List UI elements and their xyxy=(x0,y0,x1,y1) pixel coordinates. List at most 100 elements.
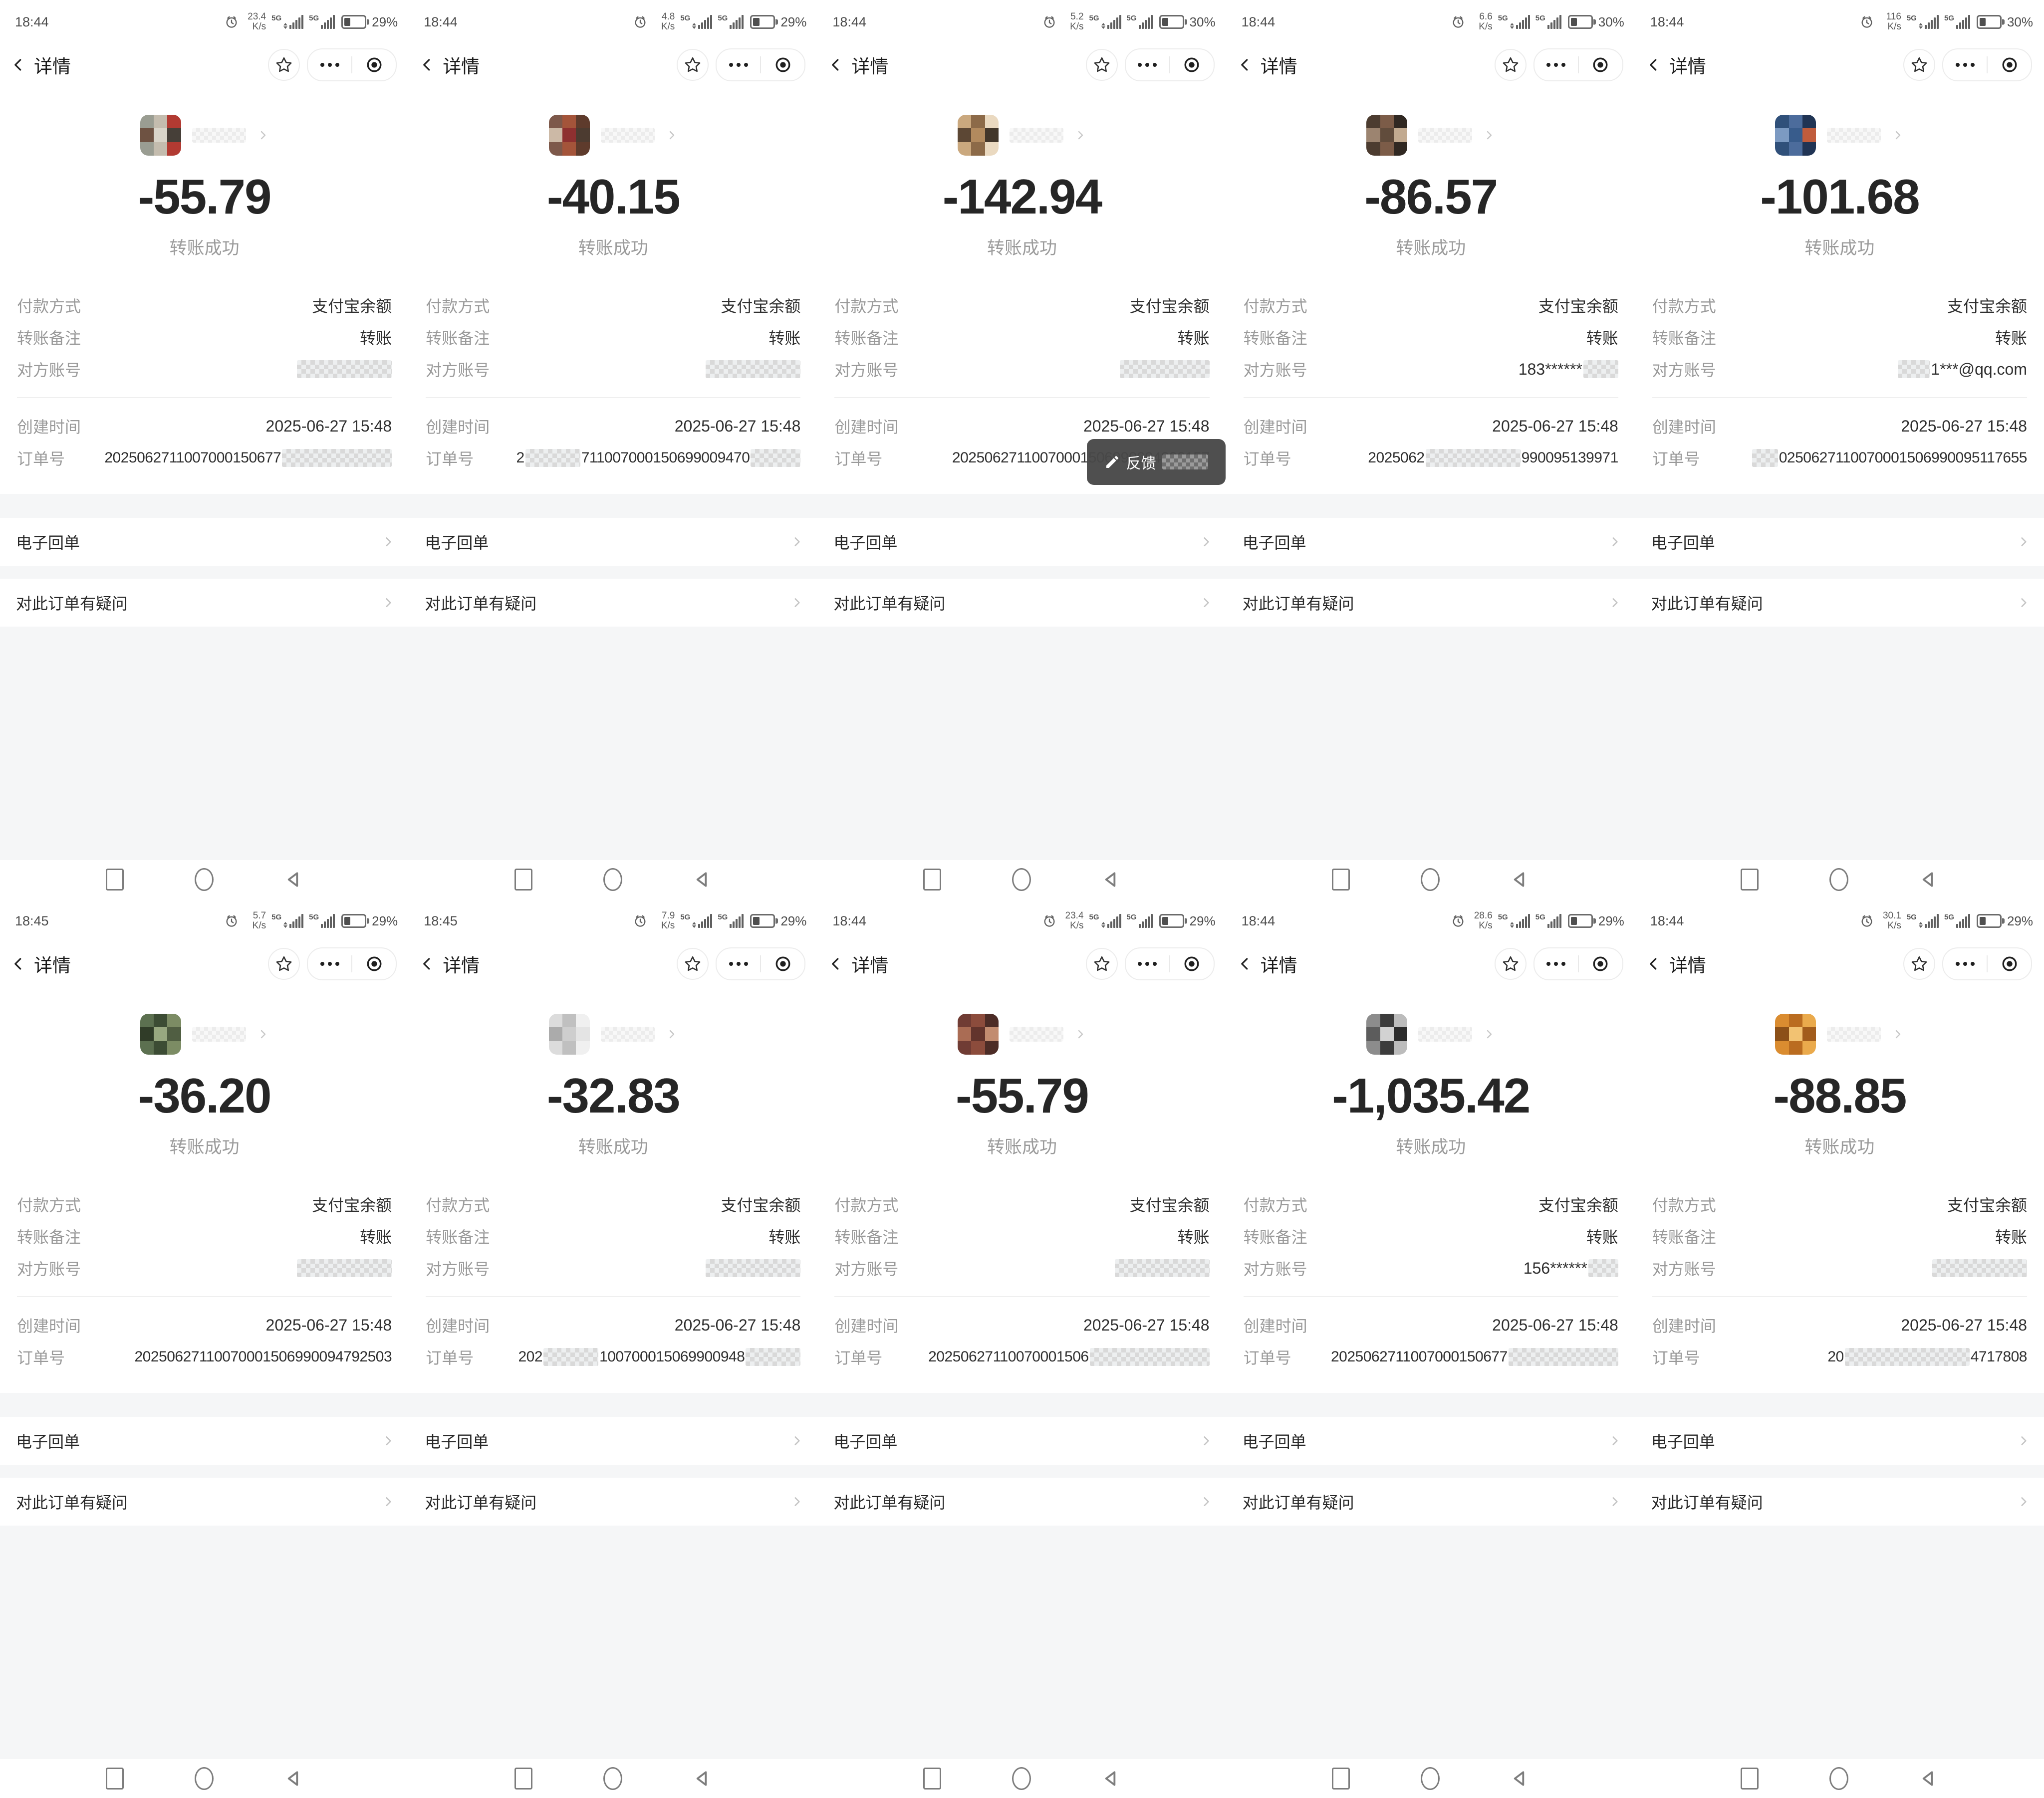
question-row[interactable]: 对此订单有疑问 xyxy=(0,1478,409,1526)
recents-button[interactable] xyxy=(1332,1768,1350,1790)
home-button[interactable] xyxy=(603,868,622,891)
android-back-button[interactable] xyxy=(1919,1769,1938,1788)
android-back-button[interactable] xyxy=(284,870,303,889)
close-miniprogram-button[interactable] xyxy=(1579,49,1622,80)
back-button[interactable]: 详情 xyxy=(11,950,71,977)
recents-button[interactable] xyxy=(514,1768,532,1790)
receipt-row[interactable]: 电子回单 xyxy=(409,518,818,566)
back-button[interactable]: 详情 xyxy=(1646,950,1706,977)
receipt-row[interactable]: 电子回单 xyxy=(1226,1417,1635,1465)
close-miniprogram-button[interactable] xyxy=(761,49,804,80)
close-miniprogram-button[interactable] xyxy=(1170,948,1214,979)
recents-button[interactable] xyxy=(105,869,124,891)
receipt-row[interactable]: 电子回单 xyxy=(1635,1417,2044,1465)
back-button[interactable]: 详情 xyxy=(1646,51,1706,78)
more-options-button[interactable] xyxy=(308,948,351,979)
favorite-button[interactable] xyxy=(268,948,300,980)
more-options-button[interactable] xyxy=(717,948,760,979)
favorite-button[interactable] xyxy=(677,49,709,81)
feedback-floating-button[interactable]: 反馈 xyxy=(1086,439,1226,485)
more-options-button[interactable] xyxy=(1534,948,1578,979)
payee-profile[interactable] xyxy=(0,115,409,156)
question-row[interactable]: 对此订单有疑问 xyxy=(1226,579,1635,627)
question-row[interactable]: 对此订单有疑问 xyxy=(1226,1478,1635,1526)
payee-profile[interactable] xyxy=(0,1014,409,1055)
close-miniprogram-button[interactable] xyxy=(1579,948,1622,979)
payee-profile[interactable] xyxy=(817,115,1226,156)
favorite-button[interactable] xyxy=(1903,49,1935,81)
favorite-button[interactable] xyxy=(1903,948,1935,980)
home-button[interactable] xyxy=(603,1767,622,1790)
recents-button[interactable] xyxy=(514,869,532,891)
more-options-button[interactable] xyxy=(1943,49,1987,80)
recents-button[interactable] xyxy=(105,1768,124,1790)
home-button[interactable] xyxy=(1421,868,1440,891)
close-miniprogram-button[interactable] xyxy=(352,948,396,979)
more-options-button[interactable] xyxy=(1126,948,1169,979)
question-row[interactable]: 对此订单有疑问 xyxy=(817,579,1227,627)
recents-button[interactable] xyxy=(1741,869,1759,891)
home-button[interactable] xyxy=(1012,1767,1031,1790)
payee-profile[interactable] xyxy=(1635,1014,2044,1055)
receipt-row[interactable]: 电子回单 xyxy=(0,518,409,566)
back-button[interactable]: 详情 xyxy=(420,950,480,977)
back-button[interactable]: 详情 xyxy=(1238,950,1297,977)
android-back-button[interactable] xyxy=(284,1769,303,1788)
back-button[interactable]: 详情 xyxy=(828,950,888,977)
favorite-button[interactable] xyxy=(1085,948,1118,980)
android-back-button[interactable] xyxy=(1511,1769,1530,1788)
android-back-button[interactable] xyxy=(693,1769,712,1788)
question-row[interactable]: 对此订单有疑问 xyxy=(1635,579,2044,627)
home-button[interactable] xyxy=(1421,1767,1440,1790)
receipt-row[interactable]: 电子回单 xyxy=(817,518,1227,566)
recents-button[interactable] xyxy=(1741,1768,1759,1790)
android-back-button[interactable] xyxy=(1102,1769,1121,1788)
home-button[interactable] xyxy=(194,868,214,891)
back-button[interactable]: 详情 xyxy=(420,51,480,78)
close-miniprogram-button[interactable] xyxy=(761,948,804,979)
question-row[interactable]: 对此订单有疑问 xyxy=(0,579,409,627)
more-options-button[interactable] xyxy=(1943,948,1987,979)
home-button[interactable] xyxy=(194,1767,214,1790)
recents-button[interactable] xyxy=(1332,869,1350,891)
home-button[interactable] xyxy=(1829,868,1849,891)
receipt-row[interactable]: 电子回单 xyxy=(0,1417,409,1465)
payee-profile[interactable] xyxy=(1635,115,2044,156)
back-button[interactable]: 详情 xyxy=(1238,51,1297,78)
close-miniprogram-button[interactable] xyxy=(352,49,396,80)
payee-profile[interactable] xyxy=(1227,115,1635,156)
payee-profile[interactable] xyxy=(817,1014,1226,1055)
payee-profile[interactable] xyxy=(1227,1014,1635,1055)
back-button[interactable]: 详情 xyxy=(828,51,888,78)
more-options-button[interactable] xyxy=(717,49,760,80)
receipt-row[interactable]: 电子回单 xyxy=(409,1417,818,1465)
favorite-button[interactable] xyxy=(1494,49,1527,81)
more-options-button[interactable] xyxy=(1126,49,1169,80)
android-back-button[interactable] xyxy=(693,870,712,889)
android-back-button[interactable] xyxy=(1511,870,1530,889)
receipt-row[interactable]: 电子回单 xyxy=(1226,518,1635,566)
android-back-button[interactable] xyxy=(1919,870,1938,889)
question-row[interactable]: 对此订单有疑问 xyxy=(1635,1478,2044,1526)
payee-profile[interactable] xyxy=(409,115,817,156)
question-row[interactable]: 对此订单有疑问 xyxy=(409,579,818,627)
favorite-button[interactable] xyxy=(268,49,300,81)
question-row[interactable]: 对此订单有疑问 xyxy=(817,1478,1227,1526)
favorite-button[interactable] xyxy=(1494,948,1527,980)
payee-profile[interactable] xyxy=(409,1014,817,1055)
android-back-button[interactable] xyxy=(1102,870,1121,889)
recents-button[interactable] xyxy=(923,1768,941,1790)
home-button[interactable] xyxy=(1012,868,1031,891)
close-miniprogram-button[interactable] xyxy=(1988,49,2031,80)
question-row[interactable]: 对此订单有疑问 xyxy=(409,1478,818,1526)
recents-button[interactable] xyxy=(923,869,941,891)
receipt-row[interactable]: 电子回单 xyxy=(817,1417,1227,1465)
favorite-button[interactable] xyxy=(1085,49,1118,81)
receipt-row[interactable]: 电子回单 xyxy=(1635,518,2044,566)
home-button[interactable] xyxy=(1829,1767,1849,1790)
back-button[interactable]: 详情 xyxy=(11,51,71,78)
more-options-button[interactable] xyxy=(308,49,351,80)
favorite-button[interactable] xyxy=(677,948,709,980)
close-miniprogram-button[interactable] xyxy=(1988,948,2031,979)
more-options-button[interactable] xyxy=(1534,49,1578,80)
